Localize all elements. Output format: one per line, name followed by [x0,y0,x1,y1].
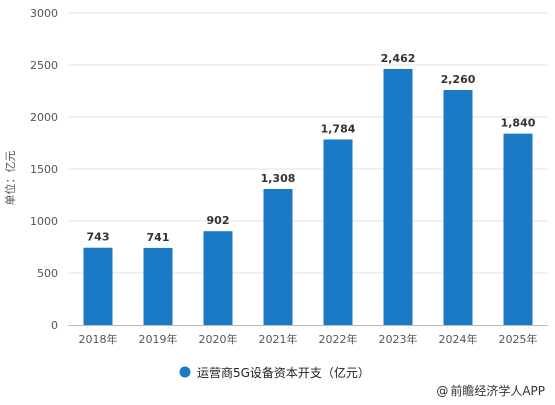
bars [83,68,533,326]
legend-label: 运营商5G设备资本开支（亿元） [197,365,370,380]
x-axis-ticks: 2018年 2019年 2020年 2021年 2022年 2023年 2024年 2025年 [79,332,538,346]
data-label-6: 2,260 [441,73,476,86]
y-tick-label-5: 2500 [30,59,58,72]
x-tick-label-5: 2023年 [379,332,418,346]
bar-6 [443,89,473,326]
y-tick-label-6: 3000 [30,7,58,20]
bar-0 [83,247,113,325]
data-labels: 743 741 902 1,308 1,784 2,462 2,260 1,840 [87,52,536,244]
x-tick-label-2: 2020年 [199,332,238,346]
data-label-7: 1,840 [501,117,536,130]
y-tick-label-4: 2000 [30,111,58,124]
bar-5 [383,68,413,326]
x-tick-label-1: 2019年 [139,332,178,346]
gridlines [68,12,548,274]
y-tick-label-1: 500 [37,267,58,280]
data-label-1: 741 [147,231,170,244]
source-credit: @ 前瞻经济学人APP [436,382,545,399]
bar-1 [143,247,173,325]
x-tick-label-0: 2018年 [79,332,118,346]
bar-7 [503,133,533,325]
y-tick-label-3: 1500 [30,163,58,176]
y-axis-ticks: 0 500 1000 1500 2000 2500 3000 [30,7,58,332]
y-axis-label: 单位：亿元 [3,151,17,206]
bar-3 [263,188,293,325]
data-label-0: 743 [87,231,110,244]
x-tick-label-7: 2025年 [499,332,538,346]
bar-4 [323,139,353,325]
legend: 运营商5G设备资本开支（亿元） [179,365,370,380]
data-label-5: 2,462 [381,52,416,65]
x-tick-label-3: 2021年 [259,332,298,346]
y-tick-label-2: 1000 [30,215,58,228]
x-tick-label-6: 2024年 [439,332,478,346]
legend-marker [179,366,191,378]
data-label-2: 902 [207,214,230,227]
credit-at-symbol: @ [436,384,449,398]
data-label-4: 1,784 [321,122,356,135]
y-tick-label-0: 0 [51,319,58,332]
bar-2 [203,231,233,325]
x-tick-label-4: 2022年 [319,332,358,346]
credit-text: 前瞻经济学人APP [450,384,545,398]
data-label-3: 1,308 [261,172,296,185]
